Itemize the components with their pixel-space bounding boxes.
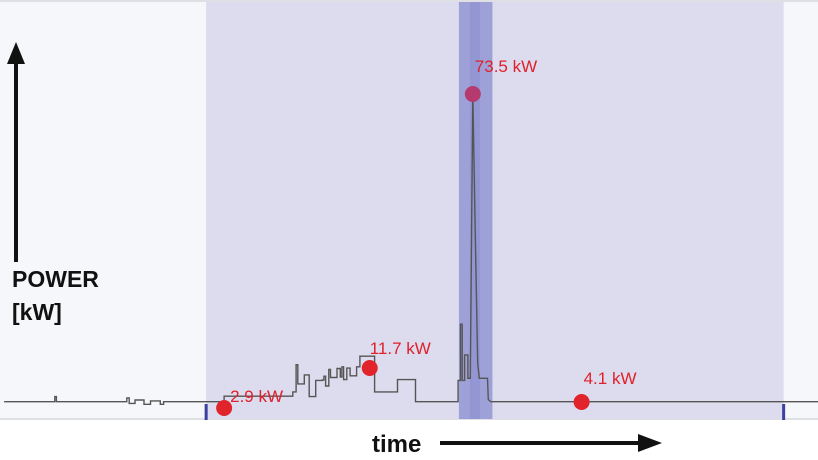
x-axis-arrowhead [638, 434, 662, 452]
data-point [216, 400, 233, 416]
y-axis-arrowhead [7, 42, 25, 64]
point-label: 73.5 kW [475, 57, 537, 76]
data-point [361, 360, 378, 376]
point-label: 2.9 kW [230, 387, 283, 406]
power-trace [4, 92, 818, 405]
y-axis: POWER [kW] [7, 42, 99, 325]
selection-window [206, 2, 784, 419]
peak-point [464, 86, 481, 102]
point-label: 4.1 kW [584, 369, 637, 388]
x-axis: time [372, 431, 662, 458]
data-point [573, 394, 590, 410]
point-label: 11.7 kW [370, 339, 431, 358]
y-axis-label-line2: [kW] [12, 299, 62, 325]
x-axis-label: time [372, 431, 421, 458]
y-axis-label-line1: POWER [12, 266, 99, 292]
